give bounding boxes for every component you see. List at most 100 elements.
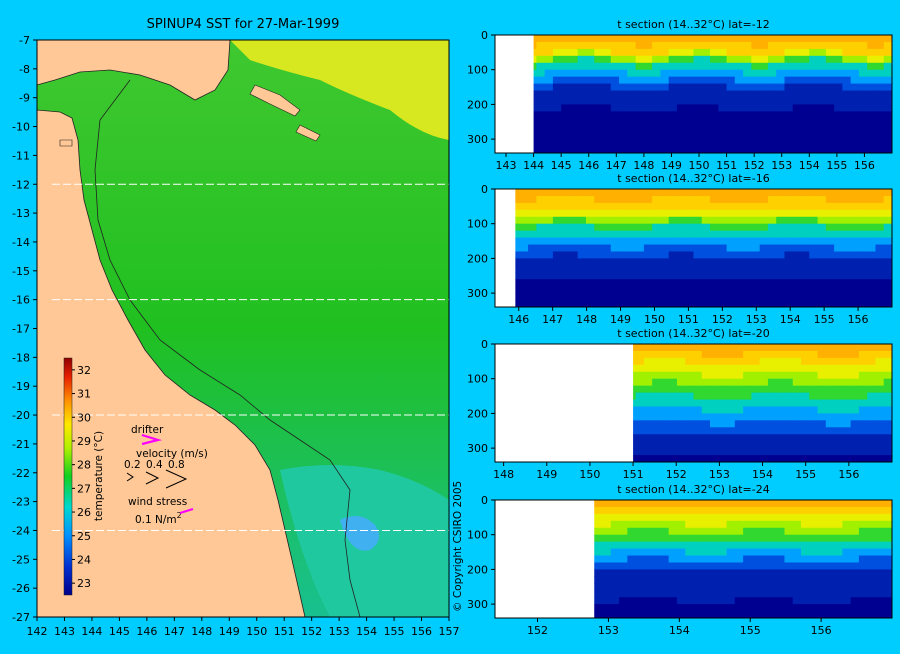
section-cell xyxy=(569,48,579,57)
section-cell xyxy=(602,69,612,78)
section-cell xyxy=(726,293,736,301)
section-cell xyxy=(676,258,686,266)
section-cell xyxy=(867,434,876,442)
section-cell xyxy=(660,527,670,536)
section-cell xyxy=(759,41,769,50)
section-cell xyxy=(867,111,876,119)
section-cell xyxy=(834,364,843,373)
section-cell xyxy=(883,611,893,619)
section-cell xyxy=(633,385,637,394)
section-cell xyxy=(533,48,537,57)
section-cell xyxy=(875,251,885,259)
section-cell xyxy=(710,392,719,401)
section-cell xyxy=(515,230,521,239)
section-cell xyxy=(743,139,752,147)
section-cell xyxy=(610,83,620,92)
section-cell xyxy=(817,590,827,598)
section-cell xyxy=(842,111,852,119)
section-cell xyxy=(652,223,661,232)
section-cell xyxy=(594,111,604,119)
section-cell xyxy=(652,448,661,456)
section-cell xyxy=(825,237,835,246)
section-cell xyxy=(817,90,827,98)
section-cell xyxy=(801,265,810,273)
section-cell xyxy=(792,406,802,414)
section-cell xyxy=(875,506,885,515)
section-cell xyxy=(734,399,744,407)
section-cell xyxy=(577,48,587,57)
section-cell xyxy=(594,293,604,301)
section-cell xyxy=(784,69,794,78)
section-cell xyxy=(817,392,827,401)
section-cell xyxy=(710,125,719,133)
section-cell xyxy=(533,132,537,140)
section-cell xyxy=(660,265,670,273)
section-cell xyxy=(685,364,694,373)
section-cell xyxy=(577,293,587,301)
section-cell xyxy=(619,590,628,598)
section-cell xyxy=(875,562,885,570)
map-ytick-label: -11 xyxy=(12,149,30,162)
section-cell xyxy=(685,139,694,147)
section-cell xyxy=(585,209,595,218)
section-cell xyxy=(767,500,777,508)
section-cell xyxy=(809,576,819,584)
section-cell xyxy=(776,541,785,550)
map-legend: drifter velocity (m/s) 0.2 0.4 0.8 wind … xyxy=(124,424,208,526)
section-cell xyxy=(519,237,529,246)
section-cell xyxy=(726,272,736,280)
section-cell xyxy=(825,104,835,112)
section-cell xyxy=(602,258,612,266)
section-cell xyxy=(544,118,554,126)
section-cell xyxy=(792,399,802,407)
section-cell xyxy=(619,139,628,147)
section-cell xyxy=(701,83,711,92)
section-cell xyxy=(734,286,744,294)
section-cell xyxy=(834,97,843,105)
section-cell xyxy=(883,76,893,85)
section-cell xyxy=(561,286,570,294)
section-cell xyxy=(867,527,876,536)
colorbar-tick-label: 30 xyxy=(77,411,91,424)
section-cell xyxy=(858,48,868,57)
section-cell xyxy=(776,506,785,515)
section-frame xyxy=(494,34,893,154)
section-cell xyxy=(817,251,827,259)
section-cell xyxy=(834,357,843,366)
section-cell xyxy=(660,272,670,280)
section-cell xyxy=(850,611,860,619)
section-cell xyxy=(801,272,810,280)
section-cell xyxy=(594,55,604,64)
section-cell xyxy=(858,223,868,232)
section-cell xyxy=(643,216,653,225)
section-cell xyxy=(585,90,595,98)
section-cell xyxy=(726,223,736,232)
section-cell xyxy=(602,534,612,543)
section-cell xyxy=(668,237,678,246)
section-cell xyxy=(652,90,661,98)
section-cell xyxy=(594,286,604,294)
section-cell xyxy=(792,506,802,515)
section-cell xyxy=(867,500,876,508)
section-cell xyxy=(676,441,686,449)
section-cell xyxy=(577,244,587,252)
section-cell xyxy=(767,104,777,112)
section-cell xyxy=(577,216,587,225)
section-cell xyxy=(850,90,860,98)
section-cell xyxy=(883,300,893,308)
section-cell xyxy=(784,500,794,508)
section-cell xyxy=(751,541,761,550)
section-cell xyxy=(751,378,761,387)
section-cell xyxy=(767,611,777,619)
section-xtick-label: 150 xyxy=(644,313,665,326)
section-cell xyxy=(776,41,785,50)
section-cell xyxy=(883,83,893,92)
section-cell xyxy=(635,385,645,394)
section-cell xyxy=(585,104,595,112)
section-cell xyxy=(544,90,554,98)
section-cell xyxy=(751,293,761,301)
section-cell xyxy=(536,83,546,92)
map-xtick-label: 142 xyxy=(27,625,48,638)
section-cell xyxy=(759,527,769,536)
section-cell xyxy=(610,293,620,301)
